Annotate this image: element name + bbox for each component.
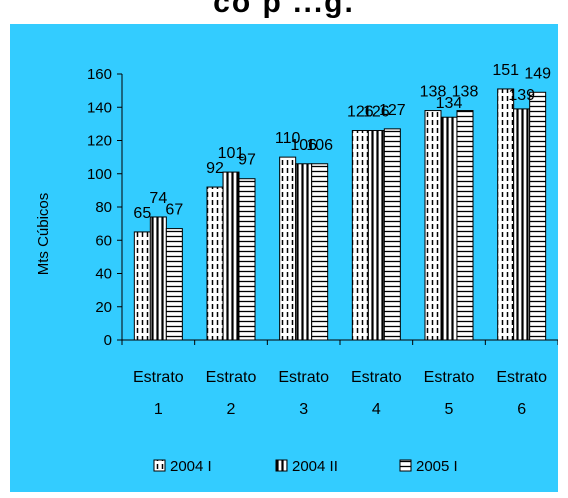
data-label: 106: [306, 137, 333, 154]
data-label: 101: [218, 145, 245, 162]
bar: [383, 128, 401, 341]
legend-label: 2005 I: [416, 458, 458, 475]
bar: [351, 130, 369, 341]
y-tick-label: 160: [87, 66, 112, 83]
bar: [295, 163, 313, 341]
data-label: 97: [238, 152, 256, 169]
bar: [367, 130, 385, 341]
data-label: 110: [275, 130, 301, 147]
bar: [456, 110, 474, 341]
data-label: 127: [379, 102, 406, 119]
data-label: 65: [133, 205, 151, 222]
bar: [424, 110, 442, 341]
data-label: 149: [524, 65, 551, 82]
data-label: 67: [165, 202, 183, 219]
y-tick-label: 100: [87, 166, 112, 183]
legend-swatch: [153, 459, 166, 472]
data-label: 126: [347, 104, 374, 121]
y-tick-label: 0: [104, 332, 112, 349]
data-label: 138: [452, 84, 479, 101]
x-tick-label: 4: [372, 401, 381, 418]
x-tick-label: 1: [154, 401, 163, 418]
data-label: 106: [290, 137, 317, 154]
x-tick-label: Estrato: [133, 369, 184, 386]
x-tick-label: Estrato: [424, 369, 475, 386]
x-tick-label: 2: [227, 401, 236, 418]
x-tick-label: 3: [299, 401, 308, 418]
y-tick-label: 40: [95, 266, 112, 283]
y-axis-label: Mts Cúbicos: [35, 193, 52, 276]
chart-panel: Mts Cúbicos 0 20 40 60 80 100 120 140 160 65 74 67…: [10, 24, 559, 492]
data-label: 74: [149, 190, 167, 207]
x-tick-label: Estrato: [351, 369, 402, 386]
data-label: 139: [508, 87, 535, 104]
legend-swatch: [275, 459, 288, 472]
bar-series: [133, 88, 547, 341]
data-label: 126: [363, 104, 390, 121]
bar: [497, 88, 515, 341]
page-title-fragment: co p ...g.: [213, 0, 355, 19]
data-label: 92: [206, 160, 224, 177]
legend-label: 2004 II: [292, 458, 338, 475]
y-tick-label: 80: [95, 199, 112, 216]
legend-swatch: [399, 459, 412, 472]
x-axis: Estrato 1 Estrato 2 Estrato 3 Estrato 4 Estrato 5…: [121, 339, 559, 418]
bar: [238, 178, 256, 341]
legend-label: 2004 I: [170, 458, 212, 475]
y-tick-label: 120: [87, 133, 112, 150]
bar: [311, 163, 329, 341]
y-tick-label: 20: [95, 299, 112, 316]
legend: 2004 I 2004 II 2005 I: [153, 458, 458, 475]
bar: [133, 231, 151, 341]
bar: [529, 91, 547, 341]
x-tick-label: Estrato: [496, 369, 547, 386]
data-label: 138: [420, 84, 447, 101]
bar: [440, 116, 458, 341]
bar: [279, 156, 297, 341]
data-labels: 6574679210197110106106126126127138134138…: [133, 62, 551, 222]
x-tick-label: 5: [445, 401, 454, 418]
y-tick-label: 60: [95, 232, 112, 249]
y-axis: 0 20 40 60 80 100 120 140 160: [87, 66, 123, 349]
bar: [149, 216, 167, 341]
bar: [222, 171, 240, 341]
data-label: 134: [436, 95, 463, 112]
x-tick-label: Estrato: [206, 369, 257, 386]
y-tick-label: 140: [87, 99, 112, 116]
x-tick-label: Estrato: [278, 369, 329, 386]
bar: [165, 228, 183, 341]
data-label: 151: [492, 62, 519, 79]
bar: [513, 108, 531, 341]
x-tick-label: 6: [517, 401, 526, 418]
bar: [206, 186, 224, 341]
